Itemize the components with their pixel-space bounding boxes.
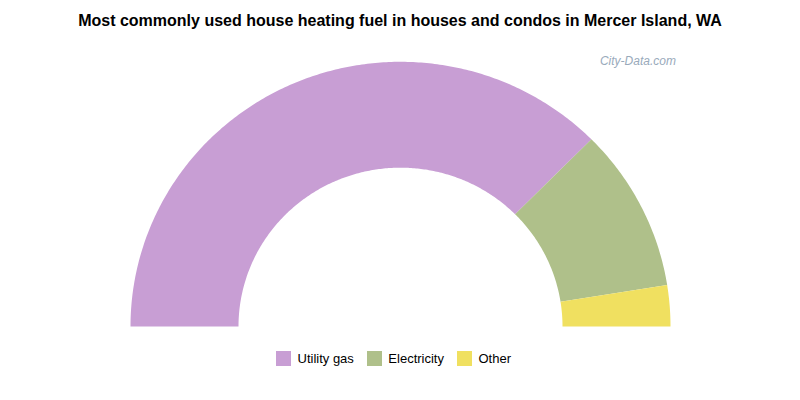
html-text:Electricity: Electricity (388, 351, 444, 366)
svg-text:City-Data.com: City-Data.com (600, 54, 676, 68)
html-text:Other: Other (478, 351, 511, 366)
html-text:Utility gas: Utility gas (297, 351, 354, 366)
html-text:Most commonly used house heati: Most commonly used house heating fuel in… (78, 12, 722, 29)
